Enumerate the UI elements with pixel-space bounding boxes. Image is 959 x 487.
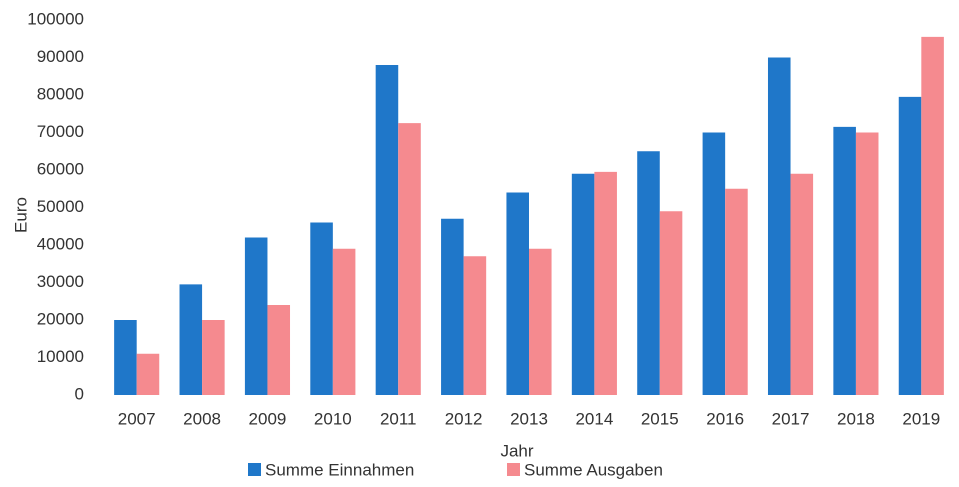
x-tick-label: 2018	[837, 409, 875, 428]
x-axis-label: Jahr	[500, 441, 533, 460]
bar	[441, 218, 464, 395]
bar	[244, 237, 268, 395]
y-tick-label: 90000	[37, 47, 84, 66]
x-tick-label: 2008	[183, 409, 221, 428]
legend-swatch	[507, 463, 520, 476]
legend-label: Summe Einnahmen	[265, 460, 414, 479]
x-tick-label: 2010	[314, 409, 352, 428]
bar	[790, 173, 814, 395]
bar	[332, 248, 356, 395]
y-tick-label: 10000	[37, 347, 84, 366]
bar	[398, 123, 421, 395]
x-tick-label: 2007	[118, 409, 156, 428]
bar	[136, 353, 160, 395]
y-tick-label: 100000	[27, 9, 84, 28]
bar	[725, 188, 748, 395]
bar	[506, 192, 529, 395]
bar	[114, 320, 137, 395]
legend-label: Summe Ausgaben	[524, 460, 663, 479]
y-tick-label: 30000	[37, 272, 84, 291]
bar	[702, 132, 726, 395]
bar	[310, 222, 333, 395]
bar	[898, 96, 922, 395]
y-tick-label: 20000	[37, 309, 84, 328]
y-tick-label: 50000	[37, 197, 84, 216]
x-tick-label: 2011	[380, 409, 417, 428]
x-tick-label: 2015	[641, 409, 679, 428]
x-tick-label: 2013	[510, 409, 548, 428]
bar	[375, 65, 399, 395]
y-tick-label: 70000	[37, 122, 84, 141]
x-tick-label: 2012	[445, 409, 483, 428]
x-tick-label: 2014	[575, 409, 613, 428]
y-tick-label: 60000	[37, 159, 84, 178]
legend-swatch	[248, 463, 261, 476]
bar	[179, 284, 203, 395]
bar	[855, 132, 879, 395]
bar	[767, 57, 791, 395]
x-tick-label: 2009	[249, 409, 287, 428]
bar	[202, 320, 225, 395]
y-axis-label: Euro	[11, 197, 30, 233]
bar	[833, 126, 856, 395]
bar	[659, 211, 683, 395]
y-tick-label: 80000	[37, 84, 84, 103]
bar	[921, 36, 944, 395]
y-tick-label: 40000	[37, 234, 84, 253]
bar	[571, 173, 595, 395]
bar	[529, 248, 552, 395]
bar	[267, 305, 291, 395]
bar	[637, 151, 660, 395]
x-tick-label: 2017	[772, 409, 810, 428]
bar	[463, 256, 487, 395]
x-tick-label: 2016	[706, 409, 744, 428]
x-tick-label: 2019	[902, 409, 940, 428]
bar	[594, 171, 617, 395]
y-tick-label: 0	[75, 384, 84, 403]
